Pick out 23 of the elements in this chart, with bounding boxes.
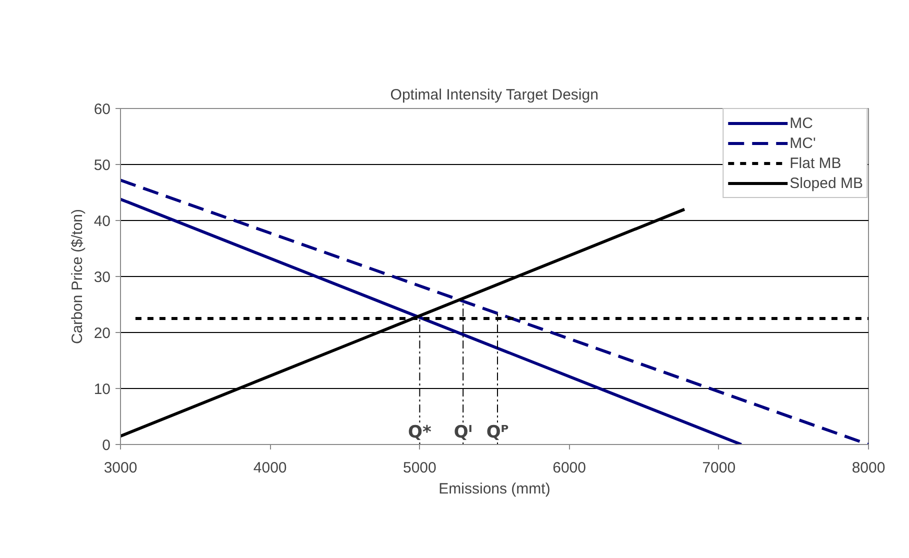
annotation: Qᴾ <box>486 422 509 442</box>
legend-label: Flat MB <box>790 154 842 172</box>
y-tick-label: 10 <box>94 381 111 398</box>
x-axis-title: Emissions (mmt) <box>438 480 550 498</box>
legend-label: MC' <box>790 134 816 152</box>
x-tick-label: 4000 <box>253 460 287 476</box>
y-tick-label: 50 <box>94 157 111 174</box>
annotation: Qᴵ <box>454 422 472 442</box>
y-tick-label: 30 <box>94 269 111 286</box>
legend-label: Sloped MB <box>790 174 863 192</box>
y-tick-label: 40 <box>94 213 111 230</box>
x-tick-label: 8000 <box>852 460 886 476</box>
x-tick-label: 6000 <box>552 460 586 476</box>
x-tick-label: 7000 <box>702 460 736 476</box>
chart-title: Optimal Intensity Target Design <box>390 86 598 104</box>
y-tick-label: 0 <box>102 437 110 454</box>
y-tick-label: 20 <box>94 325 111 342</box>
annotation: Q* <box>408 422 432 442</box>
y-axis-title: Carbon Price ($/ton) <box>68 208 86 344</box>
y-tick-label: 60 <box>94 101 111 118</box>
x-tick-label: 3000 <box>104 460 138 476</box>
x-tick-label: 5000 <box>403 460 436 476</box>
legend-label: MC <box>790 114 813 132</box>
